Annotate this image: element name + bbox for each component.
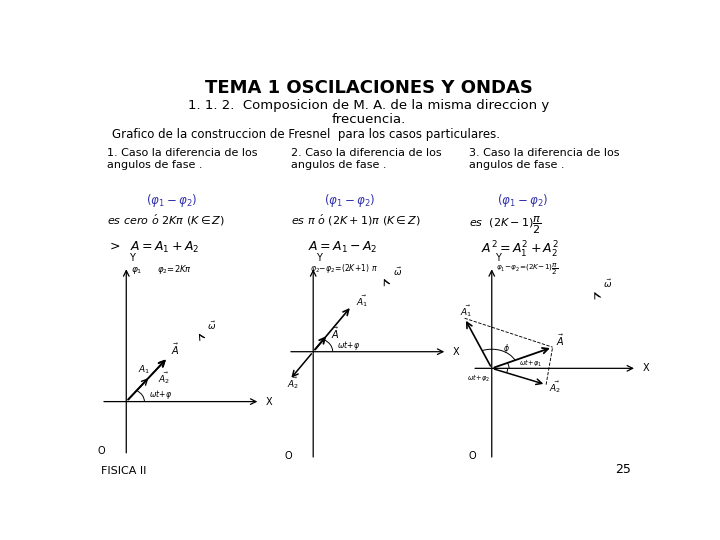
Text: Grafico de la construccion de Fresnel  para los casos particulares.: Grafico de la construccion de Fresnel pa… (112, 128, 500, 141)
Text: O: O (468, 451, 476, 461)
Text: Y: Y (129, 253, 135, 263)
Text: 25: 25 (616, 463, 631, 476)
Text: 1. 1. 2.  Composicion de M. A. de la misma direccion y: 1. 1. 2. Composicion de M. A. de la mism… (189, 99, 549, 112)
Text: FISICA II: FISICA II (101, 465, 147, 476)
Text: $\omega t\!+\!\varphi$: $\omega t\!+\!\varphi$ (148, 388, 172, 401)
Text: $\vec{A}$: $\vec{A}$ (171, 342, 180, 357)
Text: $(\varphi_1 - \varphi_2)$: $(\varphi_1 - \varphi_2)$ (324, 192, 376, 208)
Text: 3. Caso la diferencia de los: 3. Caso la diferencia de los (469, 148, 620, 158)
Text: $\vec{A_1}$: $\vec{A_1}$ (356, 293, 368, 308)
Text: $\it{es}\ \ (2K-1)\dfrac{\pi}{2}$: $\it{es}\ \ (2K-1)\dfrac{\pi}{2}$ (469, 214, 542, 236)
Text: 2. Caso la diferencia de los: 2. Caso la diferencia de los (291, 148, 441, 158)
Text: $\vec{A_2}$: $\vec{A_2}$ (158, 370, 170, 386)
Text: $\varphi_2\!=\!2K\pi$: $\varphi_2\!=\!2K\pi$ (157, 263, 192, 276)
Text: $(\varphi_1 - \varphi_2)$: $(\varphi_1 - \varphi_2)$ (145, 192, 197, 208)
Text: $\vec{\omega}$: $\vec{\omega}$ (393, 266, 402, 278)
Text: frecuencia.: frecuencia. (332, 113, 406, 126)
Text: $(\varphi_1 - \varphi_2)$: $(\varphi_1 - \varphi_2)$ (498, 192, 549, 208)
Text: 1. Caso la diferencia de los: 1. Caso la diferencia de los (107, 148, 257, 158)
Text: $\it{es\ cero\ \acute{o}\ }2K\pi\ (K \in Z)$: $\it{es\ cero\ \acute{o}\ }2K\pi\ (K \in… (107, 212, 225, 228)
Text: O: O (284, 451, 292, 461)
Text: $\vec{A_1}$: $\vec{A_1}$ (460, 303, 472, 319)
Text: $\vec{A}$: $\vec{A}$ (331, 326, 340, 341)
Text: X: X (453, 347, 459, 357)
Text: X: X (642, 363, 649, 373)
Text: $\varphi_1$: $\varphi_1$ (131, 265, 142, 276)
Text: O: O (97, 447, 105, 456)
Text: $\varphi_2\!-\!\varphi_2\!=\!(2K\!+\!1)\ \pi$: $\varphi_2\!-\!\varphi_2\!=\!(2K\!+\!1)\… (310, 261, 378, 275)
Text: $\varphi_1\!-\!\varphi_2\!=\!(2K\!-\!1)\dfrac{\pi}{2}$: $\varphi_1\!-\!\varphi_2\!=\!(2K\!-\!1)\… (496, 262, 559, 277)
Text: $A^2 = A_1^2 + A_2^2$: $A^2 = A_1^2 + A_2^2$ (481, 240, 559, 260)
Text: $\it{es}\ \pi\ \it{\acute{o}}\ (2K+1)\pi\ (K \in Z)$: $\it{es}\ \pi\ \it{\acute{o}}\ (2K+1)\pi… (291, 212, 420, 228)
Text: TEMA 1 OSCILACIONES Y ONDAS: TEMA 1 OSCILACIONES Y ONDAS (205, 78, 533, 97)
Text: X: X (266, 396, 272, 407)
Text: $\vec{A_2}$: $\vec{A_2}$ (287, 375, 299, 391)
Text: angulos de fase .: angulos de fase . (469, 160, 565, 170)
Text: $>\ \ A = A_1 + A_2$: $>\ \ A = A_1 + A_2$ (107, 240, 199, 255)
Text: Y: Y (495, 253, 500, 263)
Text: Y: Y (316, 253, 322, 263)
Text: $\omega t\!+\!\varphi$: $\omega t\!+\!\varphi$ (337, 339, 360, 352)
Text: $\vec{\omega}$: $\vec{\omega}$ (207, 320, 216, 332)
Text: angulos de fase .: angulos de fase . (291, 160, 387, 170)
Text: $A = A_1 - A_2$: $A = A_1 - A_2$ (307, 240, 377, 255)
Text: $\omega t\!+\!\varphi_1$: $\omega t\!+\!\varphi_1$ (518, 357, 541, 369)
Text: $\phi$: $\phi$ (503, 342, 510, 355)
Text: $\vec{\omega}$: $\vec{\omega}$ (603, 278, 613, 290)
Text: $\vec{A_2}$: $\vec{A_2}$ (549, 379, 562, 395)
Text: $\omega t\!+\!\varphi_2$: $\omega t\!+\!\varphi_2$ (467, 373, 490, 384)
Text: $\vec{A}$: $\vec{A}$ (556, 332, 564, 348)
Text: angulos de fase .: angulos de fase . (107, 160, 202, 170)
Text: $A_1$: $A_1$ (138, 364, 150, 376)
